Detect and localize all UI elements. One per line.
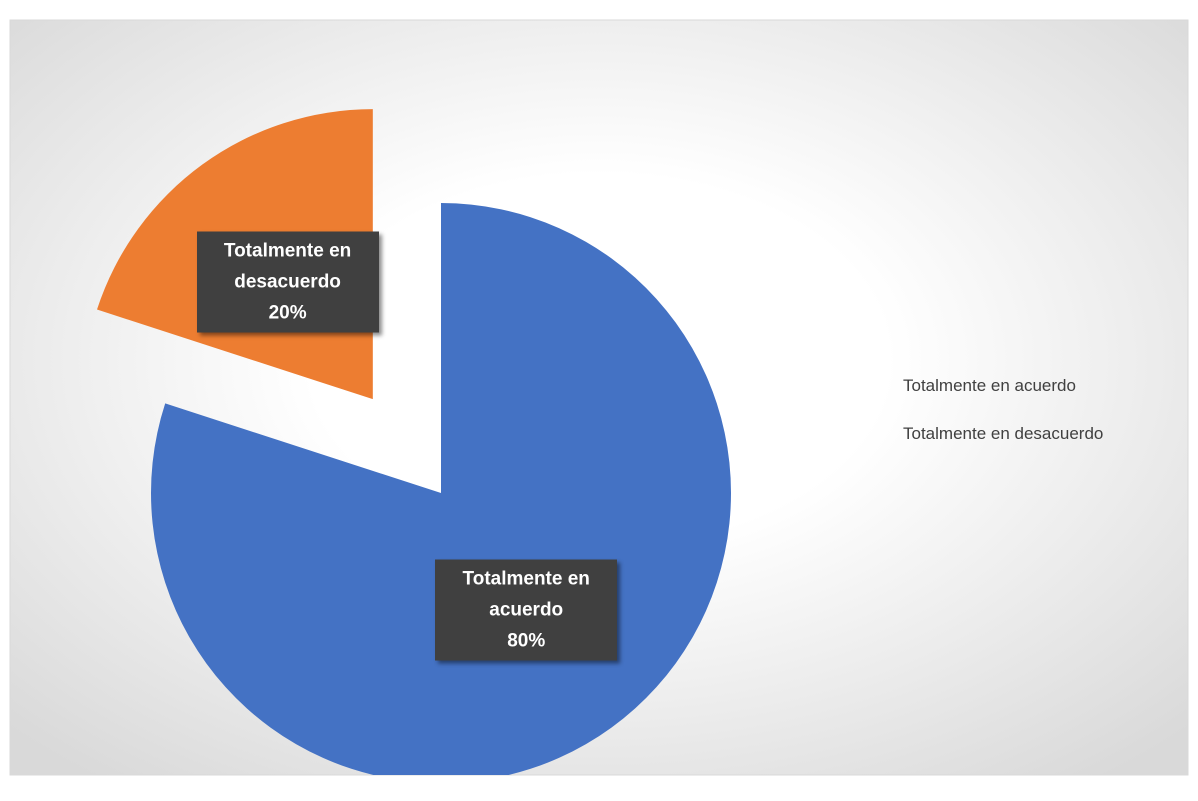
data-label: Totalmente en acuerdo 80%: [435, 559, 618, 661]
data-label: Totalmente en desacuerdo 20%: [196, 231, 379, 333]
legend-label: Totalmente en desacuerdo: [903, 424, 1104, 443]
legend-item: Totalmente en desacuerdo: [903, 424, 1103, 444]
data-label-category: Totalmente en desacuerdo: [223, 240, 352, 293]
legend-item: Totalmente en acuerdo: [903, 376, 1076, 396]
legend-label: Totalmente en acuerdo: [903, 376, 1076, 395]
data-label-category: Totalmente en acuerdo: [462, 568, 590, 621]
data-label-value: 80%: [507, 630, 546, 652]
data-label-value: 20%: [268, 302, 307, 324]
